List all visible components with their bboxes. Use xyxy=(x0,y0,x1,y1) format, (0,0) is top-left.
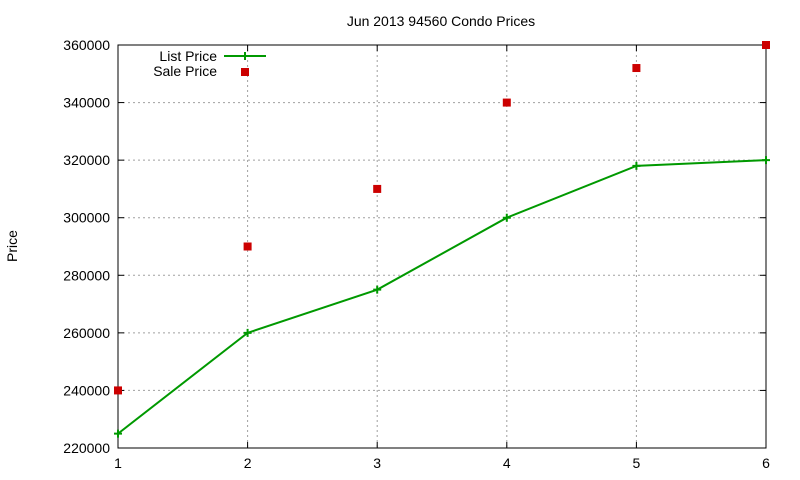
y-tick-label: 260000 xyxy=(63,325,110,341)
x-tick-label: 5 xyxy=(633,455,641,471)
y-tick-label: 360000 xyxy=(63,37,110,53)
y-tick-label: 320000 xyxy=(63,152,110,168)
legend-sample-list-price xyxy=(224,52,266,60)
x-tick-label: 4 xyxy=(503,455,511,471)
list-price-point xyxy=(632,161,641,170)
y-axis-label: Price xyxy=(4,230,20,262)
sale-price-point xyxy=(373,184,382,193)
legend-label-sale-price: Sale Price xyxy=(153,63,217,79)
plot-frame xyxy=(117,44,767,449)
series-line-list-price xyxy=(117,159,767,435)
legend-marker-sale-price xyxy=(241,68,249,76)
x-tick-label: 1 xyxy=(114,455,122,471)
series xyxy=(114,41,770,438)
list-price-point xyxy=(373,285,382,294)
sale-price-point xyxy=(762,41,770,49)
chart-title: Jun 2013 94560 Condo Prices xyxy=(347,13,535,29)
list-price-point xyxy=(114,429,122,438)
y-tick-label: 280000 xyxy=(63,267,110,283)
x-tick-label: 3 xyxy=(373,455,381,471)
y-tick-label: 220000 xyxy=(63,440,110,456)
axis-ticks: 220000 240000 260000 280000 300000 320000 3400… xyxy=(63,37,770,471)
list-price-point xyxy=(502,213,511,222)
y-tick-label: 300000 xyxy=(63,210,110,226)
y-tick-label: 240000 xyxy=(63,382,110,398)
y-tick-label: 340000 xyxy=(63,95,110,111)
sale-price-point xyxy=(243,242,252,251)
x-tick-label: 2 xyxy=(244,455,252,471)
sale-price-point xyxy=(502,98,511,107)
sale-price-point xyxy=(114,386,122,395)
sale-price-point xyxy=(632,64,641,73)
x-tick-label: 6 xyxy=(762,455,770,471)
list-price-point xyxy=(243,328,252,337)
legend-sample-sale-price xyxy=(241,68,249,76)
legend-label-list-price: List Price xyxy=(159,48,217,64)
legend: List Price Sale Price xyxy=(153,48,266,79)
legend-marker-list-price xyxy=(241,52,249,60)
grid xyxy=(118,45,766,448)
list-price-point xyxy=(762,156,770,165)
